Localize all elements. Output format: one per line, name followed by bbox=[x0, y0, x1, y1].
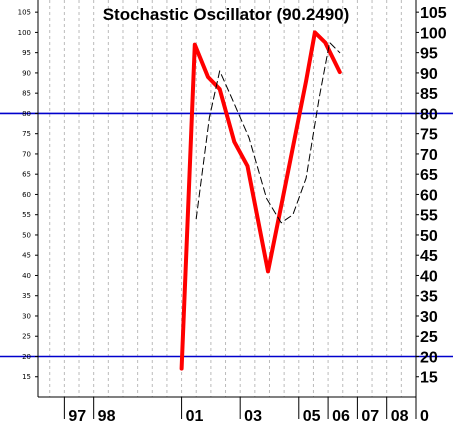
axis-layer bbox=[35, 0, 419, 419]
y-tick-label-left: 45 bbox=[22, 252, 31, 260]
y-tick-label-right: 60 bbox=[420, 187, 438, 204]
y-tick-label-right: 75 bbox=[420, 127, 438, 144]
y-tick-label-left: 90 bbox=[22, 69, 31, 77]
y-tick-label-left: 60 bbox=[22, 191, 31, 199]
y-tick-label-right: 100 bbox=[420, 25, 447, 42]
y-tick-label-left: 35 bbox=[22, 292, 31, 300]
x-tick-label: 05 bbox=[303, 408, 321, 425]
y-tick-label-left: 15 bbox=[22, 373, 31, 381]
y-tick-label-right: 30 bbox=[420, 309, 438, 326]
y-tick-label-right: 65 bbox=[420, 167, 438, 184]
y-tick-label-right: 25 bbox=[420, 329, 438, 346]
y-tick-label-left: 25 bbox=[22, 333, 31, 341]
y-tick-label-left: 20 bbox=[22, 353, 31, 361]
x-tick-label: 03 bbox=[244, 408, 262, 425]
x-tick-label: 08 bbox=[391, 408, 409, 425]
x-tick-label: 97 bbox=[68, 408, 86, 425]
y-tick-label-right: 85 bbox=[420, 86, 438, 103]
tick-layer: 15 15 20 20 25 25 30 30 35 35 40 40 45 45 50 50 55 55 60 60… bbox=[18, 5, 447, 425]
y-tick-label-right: 80 bbox=[420, 106, 438, 123]
y-tick-label-right: 40 bbox=[420, 268, 438, 285]
y-tick-label-left: 75 bbox=[22, 130, 31, 138]
signal-line bbox=[195, 42, 341, 224]
y-tick-label-left: 105 bbox=[18, 9, 31, 17]
x-tick-label: 06 bbox=[332, 408, 350, 425]
y-tick-label-left: 30 bbox=[22, 312, 31, 320]
x-tick-label: 0 bbox=[420, 408, 429, 425]
y-tick-label-right: 50 bbox=[420, 228, 438, 245]
y-tick-label-right: 55 bbox=[420, 208, 438, 225]
y-tick-label-right: 20 bbox=[420, 349, 438, 366]
y-tick-label-right: 70 bbox=[420, 147, 438, 164]
y-tick-label-left: 80 bbox=[22, 110, 31, 118]
y-tick-label-right: 105 bbox=[420, 5, 447, 22]
y-tick-label-right: 90 bbox=[420, 66, 438, 83]
y-tick-label-right: 35 bbox=[420, 289, 438, 306]
y-tick-label-left: 55 bbox=[22, 211, 31, 219]
chart-title: Stochastic Oscillator (90.2490) bbox=[103, 5, 350, 24]
y-tick-label-left: 50 bbox=[22, 231, 31, 239]
y-tick-label-left: 100 bbox=[18, 29, 31, 37]
x-tick-label: 98 bbox=[98, 408, 116, 425]
y-tick-label-right: 45 bbox=[420, 248, 438, 265]
stochastic-line bbox=[179, 30, 342, 371]
y-tick-label-left: 85 bbox=[22, 90, 31, 98]
x-tick-label: 07 bbox=[361, 408, 379, 425]
y-tick-label-left: 95 bbox=[22, 49, 31, 57]
y-tick-label-left: 70 bbox=[22, 150, 31, 158]
y-tick-label-left: 65 bbox=[22, 171, 31, 179]
y-tick-label-right: 15 bbox=[420, 370, 438, 387]
y-tick-label-left: 40 bbox=[22, 272, 31, 280]
y-tick-label-right: 95 bbox=[420, 46, 438, 63]
series-layer bbox=[179, 30, 342, 371]
x-tick-label: 01 bbox=[186, 408, 204, 425]
